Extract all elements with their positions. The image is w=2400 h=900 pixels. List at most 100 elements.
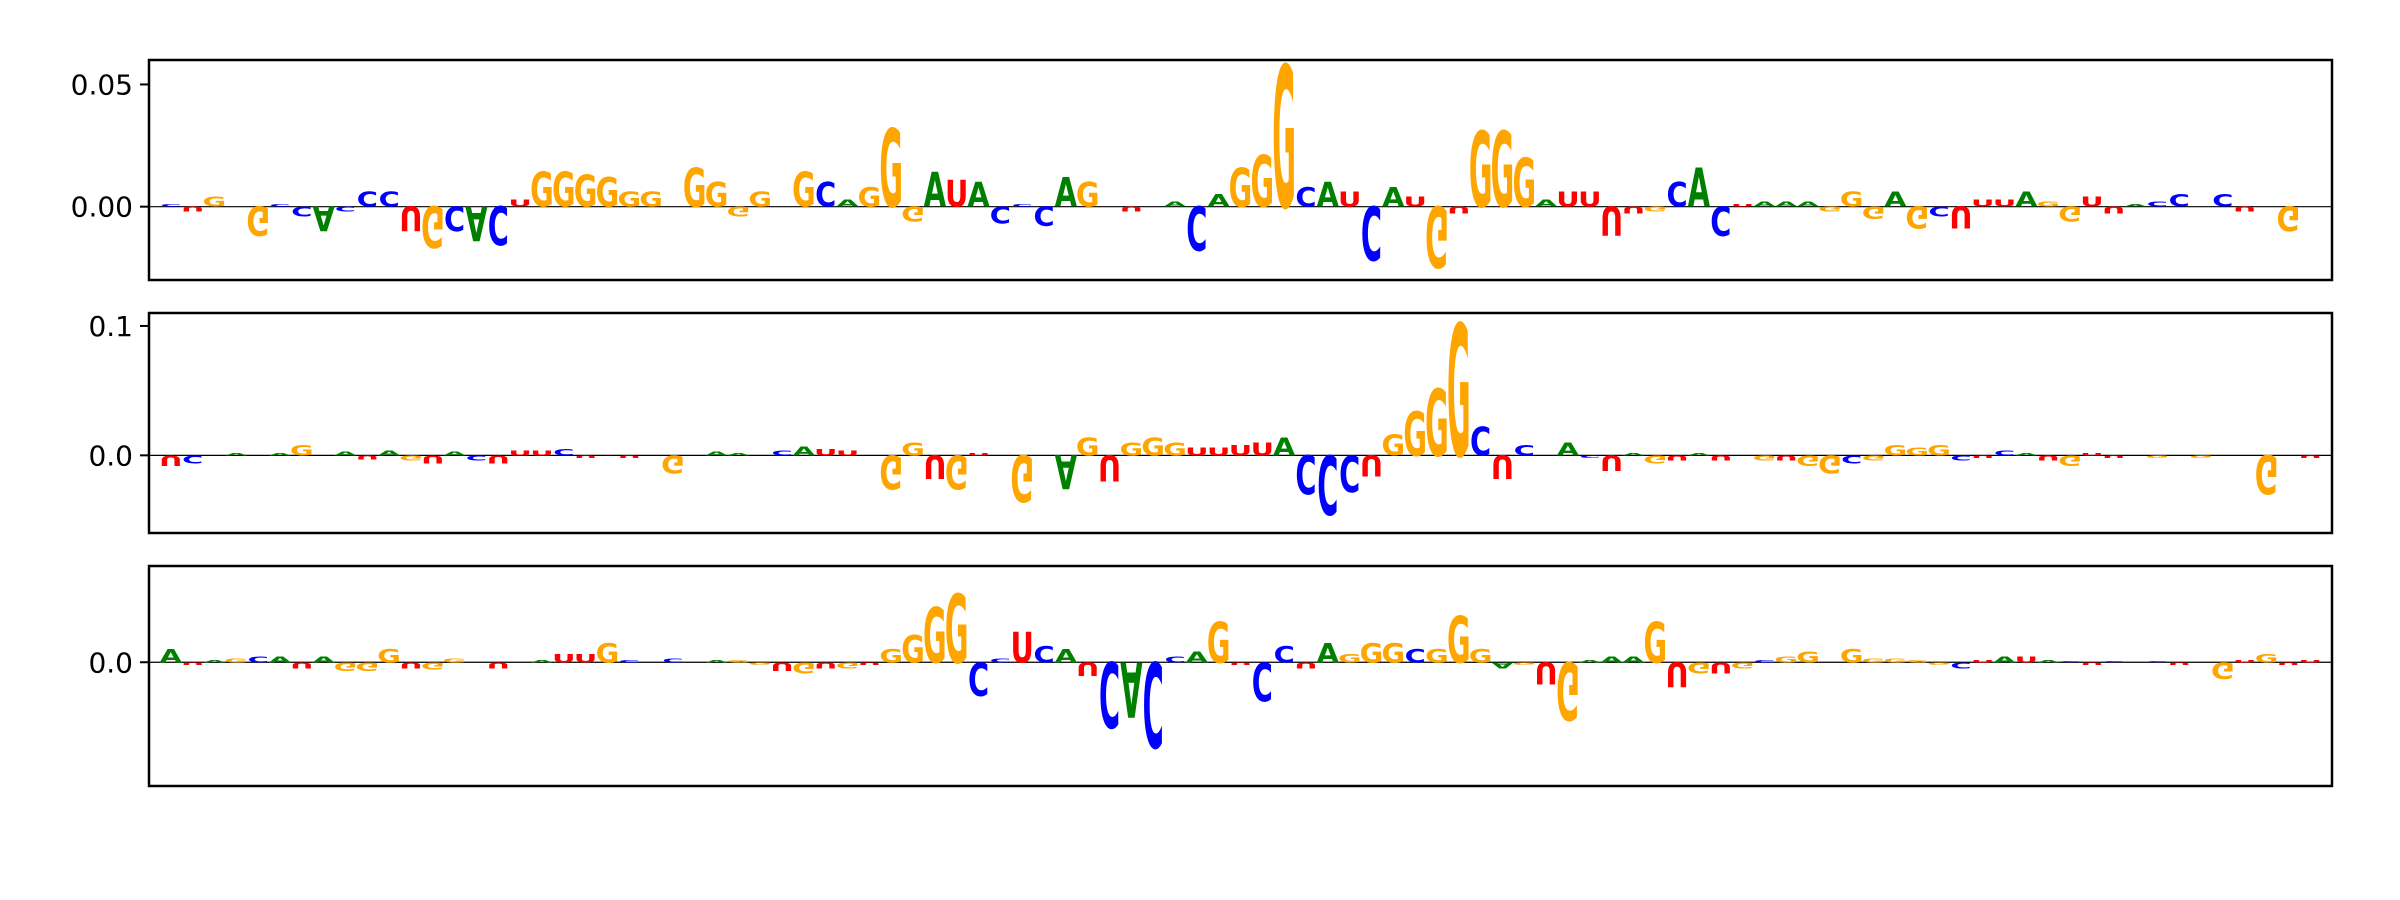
logo-letter-G: G xyxy=(224,657,248,664)
logo-letter-U: U xyxy=(770,659,793,672)
logo-letter-G: G xyxy=(901,439,925,460)
logo-letter-C: C xyxy=(772,449,793,457)
logo-letter-U: U xyxy=(2080,661,2103,665)
logo-letter-U: U xyxy=(421,452,444,464)
logo-letter-G: G xyxy=(1840,644,1864,666)
logo-letter-G: G xyxy=(1796,649,1820,666)
logo-letter-U: U xyxy=(1120,205,1143,213)
axes-frame xyxy=(147,311,2334,535)
logo-letter-G: G xyxy=(1905,200,1929,235)
logo-letter-U: U xyxy=(1600,450,1623,474)
logo-letter-C: C xyxy=(815,177,836,216)
logo-letter-U: U xyxy=(1971,198,1994,210)
logo-letter-C: C xyxy=(444,198,465,237)
logo-letter-G: G xyxy=(879,107,903,233)
logo-letter-A: A xyxy=(312,198,335,237)
logo-letter-A: A xyxy=(705,659,727,663)
logo-letter-C: C xyxy=(1470,420,1491,466)
logo-letter-C: C xyxy=(2147,201,2168,209)
logo-letter-A: A xyxy=(1273,433,1295,462)
logo-letter-U: U xyxy=(574,454,597,458)
logo-letter-A: A xyxy=(312,655,335,664)
logo-letter-G: G xyxy=(748,188,772,211)
logo-letter-C: C xyxy=(1033,200,1054,232)
logo-letter-C: C xyxy=(1754,659,1775,663)
logo-letter-G: G xyxy=(1076,433,1100,462)
logo-letter-U: U xyxy=(2080,452,2103,456)
logo-letter-A: A xyxy=(465,195,487,249)
logo-letter-G: G xyxy=(1818,205,1842,213)
logo-letter-G: G xyxy=(377,644,401,666)
logo-letter-A: A xyxy=(378,449,401,457)
logo-letter-A: A xyxy=(1317,637,1340,669)
logo-letter-U: U xyxy=(1665,454,1688,462)
logo-letter-G: G xyxy=(879,443,903,497)
logo-letter-G: G xyxy=(334,659,358,672)
logo-letter-C: C xyxy=(269,204,290,208)
logo-letter-U: U xyxy=(487,660,510,669)
logo-letter-C: C xyxy=(182,452,203,464)
logo-letter-A: A xyxy=(705,450,727,456)
logo-letter-C: C xyxy=(1252,649,1273,710)
logo-letter-C: C xyxy=(1339,443,1360,502)
logo-letter-G: G xyxy=(792,658,816,675)
logo-letter-G: G xyxy=(1141,433,1165,462)
logo-letter-G: G xyxy=(879,644,903,666)
y-tick-label: 0.1 xyxy=(88,310,133,343)
logo-letter-A: A xyxy=(2015,188,2038,211)
logo-letter-G: G xyxy=(1862,454,1886,462)
logo-letter-A: A xyxy=(967,177,990,216)
logo-letter-C: C xyxy=(1361,188,1382,274)
logo-letter-A: A xyxy=(1186,649,1209,666)
logo-letter-A: A xyxy=(836,198,859,210)
logo-letter-G: G xyxy=(1512,661,1536,665)
logo-letter-C: C xyxy=(1994,449,2015,457)
logo-letter-G: G xyxy=(1731,660,1755,669)
logo-letter-U: U xyxy=(552,652,575,665)
logo-letter-G: G xyxy=(792,164,816,218)
logo-letter-G: G xyxy=(727,659,751,663)
logo-letter-U: U xyxy=(399,198,422,237)
logo-letter-G: G xyxy=(1862,202,1886,222)
logo-letter-C: C xyxy=(1579,454,1600,458)
logo-letter-U: U xyxy=(1949,200,1972,235)
logo-letter-U: U xyxy=(1403,195,1426,211)
logo-letter-C: C xyxy=(2169,191,2190,211)
logo-letter-C: C xyxy=(1099,641,1120,746)
logo-letter-G: G xyxy=(1425,644,1449,666)
logo-letter-G: G xyxy=(1338,652,1362,665)
logo-letter-G: G xyxy=(1862,657,1886,664)
logo-letter-U: U xyxy=(1491,447,1514,484)
logo-letter-C: C xyxy=(990,657,1011,664)
logo-letter-C: C xyxy=(357,188,378,211)
logo-letter-G: G xyxy=(901,202,925,225)
logo-letter-G: G xyxy=(1905,659,1929,663)
logo-letter-G: G xyxy=(945,443,969,497)
logo-letter-U: U xyxy=(1665,654,1688,693)
logo-letter-U: U xyxy=(1338,188,1361,211)
logo-letter-C: C xyxy=(1950,660,1971,669)
logo-letter-C: C xyxy=(1405,644,1426,666)
logo-letter-U: U xyxy=(1229,661,1252,665)
logo-letter-G: G xyxy=(1076,177,1100,216)
logo-letter-U: U xyxy=(181,661,204,665)
logo-letter-G: G xyxy=(1643,452,1667,464)
logo-letter-U: U xyxy=(2102,454,2125,458)
logo-letter-U: U xyxy=(1229,443,1252,459)
logo-letter-G: G xyxy=(290,443,314,459)
logo-letter-A: A xyxy=(1622,452,1644,456)
logo-letter-A: A xyxy=(203,659,225,663)
logo-letter-G: G xyxy=(596,171,620,217)
logo-letter-A: A xyxy=(1775,201,1798,209)
logo-letter-G: G xyxy=(1010,440,1034,515)
logo-letter-U: U xyxy=(1294,660,1317,669)
logo-letter-G: G xyxy=(661,449,685,478)
logo-letter-G: G xyxy=(727,203,751,219)
logo-letter-U: U xyxy=(2233,659,2256,663)
logo-letter-G: G xyxy=(1927,443,1951,459)
logo-letter-A: A xyxy=(1055,644,1077,666)
logo-letter-U: U xyxy=(2298,454,2321,458)
